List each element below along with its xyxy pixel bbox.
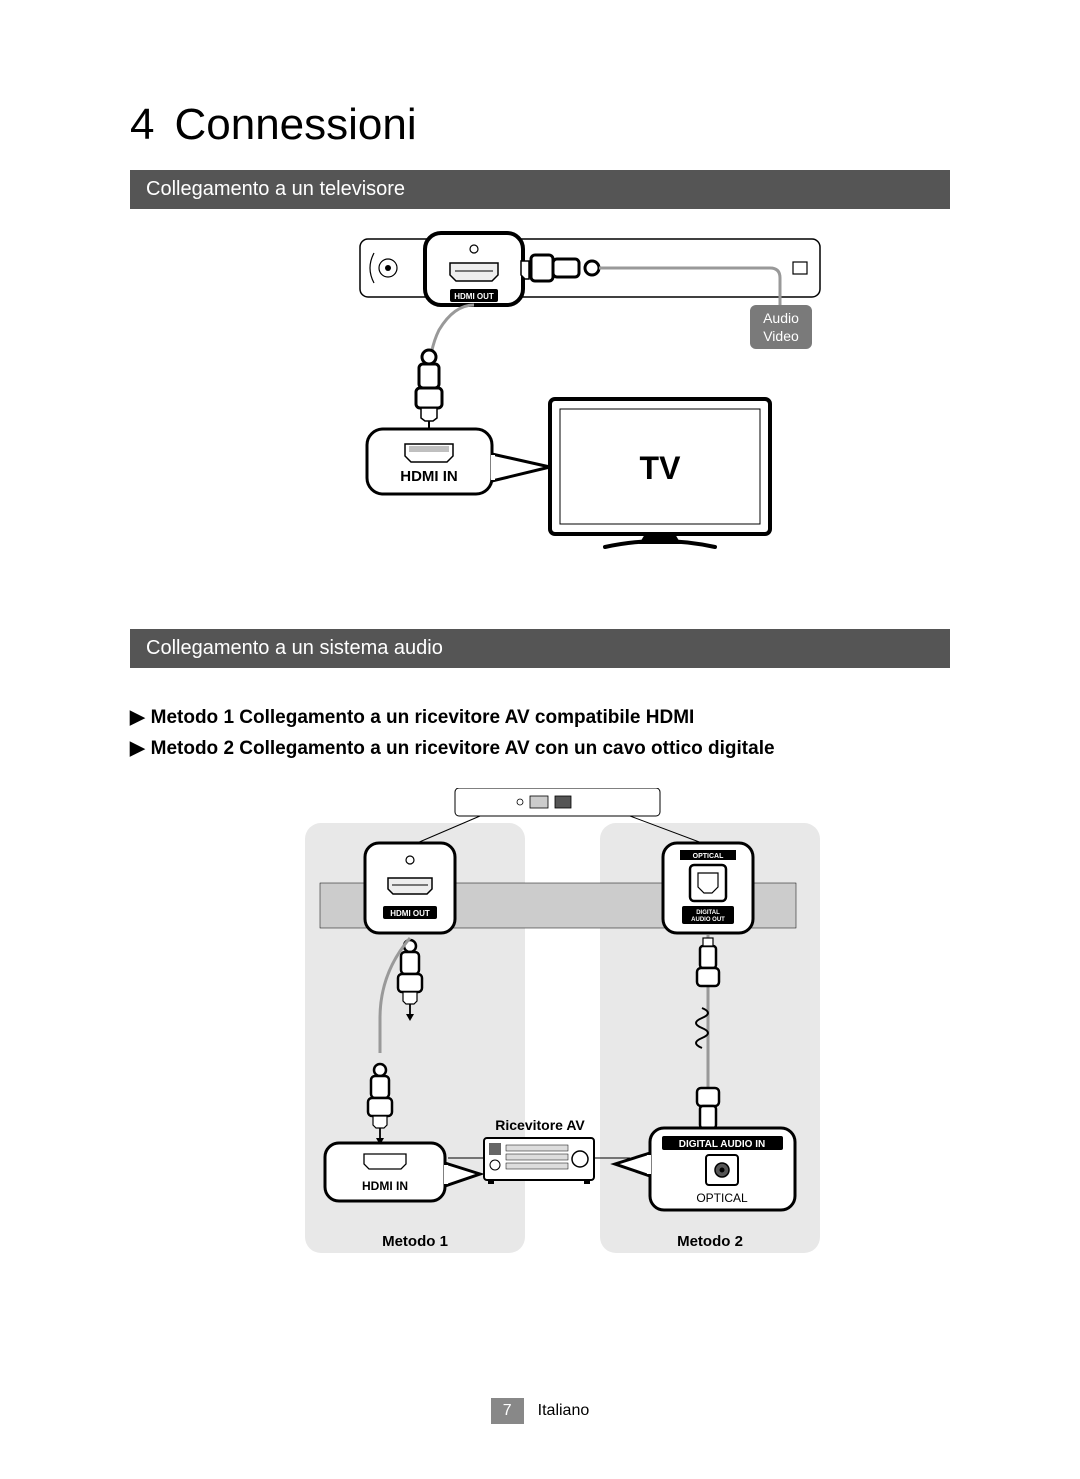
metodo-2-label: Metodo 2 [677,1233,743,1250]
footer-language: Italiano [538,1402,590,1420]
video-label: Video [763,328,799,344]
hdmi-out-label-2: HDMI OUT [390,909,430,918]
hdmi-out-label: HDMI OUT [454,292,494,301]
chapter-title: 4 Connessioni [130,100,950,150]
chapter-text: Connessioni [174,100,416,149]
optical-top-label: OPTICAL [693,853,724,860]
diagram-tv: HDMI OUT Audio Video [130,229,950,579]
page-number: 7 [491,1398,524,1424]
chapter-number: 4 [130,100,154,149]
triangle-icon: ▶ [130,738,145,759]
digital-audio-out-2: AUDIO OUT [691,917,725,923]
hdmi-in-label-2: HDMI IN [362,1179,408,1193]
ricevitore-label: Ricevitore AV [495,1117,585,1133]
section-heading-audio: Collegamento a un sistema audio [130,629,950,668]
digital-audio-out-1: DIGITAL [696,910,720,916]
section-heading-tv: Collegamento a un televisore [130,170,950,209]
diagram-audio: HDMI OUT OPTICAL DIGITAL AUDIO OUT [130,788,950,1288]
hdmi-in-label: HDMI IN [400,468,458,485]
method-list: ▶Metodo 1 Collegamento a un ricevitore A… [130,688,950,788]
metodo-1-label: Metodo 1 [382,1233,448,1250]
method-2: ▶Metodo 2 Collegamento a un ricevitore A… [130,737,950,760]
triangle-icon: ▶ [130,707,145,728]
digital-audio-in-label: DIGITAL AUDIO IN [679,1139,765,1150]
audio-label: Audio [763,310,799,326]
tv-label: TV [640,450,682,486]
optical-bottom-label: OPTICAL [696,1191,748,1205]
method-1: ▶Metodo 1 Collegamento a un ricevitore A… [130,706,950,729]
page-footer: 7 Italiano [0,1398,1080,1424]
